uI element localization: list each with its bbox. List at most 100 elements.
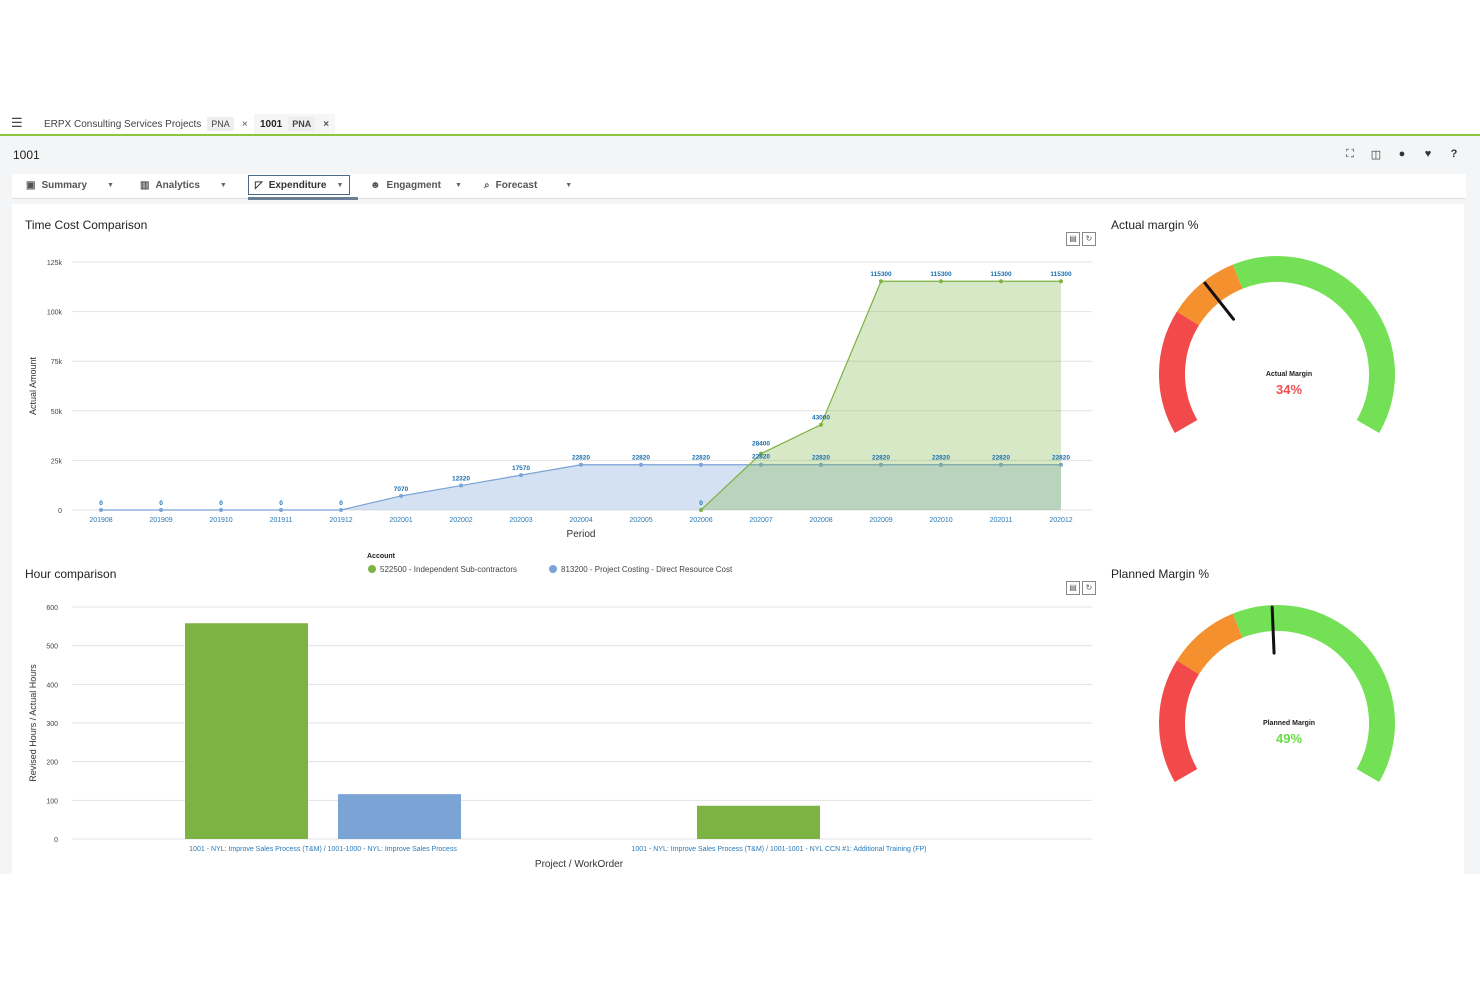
y-tick-label: 200	[46, 760, 58, 767]
refresh-icon[interactable]: ↻	[1082, 581, 1096, 595]
data-point	[399, 493, 403, 498]
data-label: 22820	[572, 455, 590, 462]
x-axis-label: Project / WorkOrder	[535, 859, 624, 869]
data-label: 28400	[752, 441, 770, 448]
menu-icon[interactable]: ☰	[11, 115, 23, 130]
tab-label: 1001	[260, 118, 283, 130]
data-point	[159, 508, 163, 512]
data-point	[699, 462, 703, 467]
table-view-icon[interactable]: ▤	[1066, 232, 1080, 246]
x-axis-label: Period	[567, 529, 596, 540]
x-tick-label: 201910	[209, 517, 232, 524]
bar-chart-icon: ▥	[140, 179, 150, 191]
data-point	[819, 422, 823, 427]
gauge-needle	[1270, 605, 1276, 655]
bar	[697, 805, 820, 839]
data-label: 22820	[872, 455, 890, 462]
x-tick-label: 1001 - NYL: Improve Sales Process (T&M) …	[189, 846, 457, 853]
summary-icon: ▣	[26, 179, 36, 191]
gauge-value: 49%	[1276, 731, 1302, 746]
close-icon[interactable]: ×	[323, 118, 330, 130]
people-icon: ☻	[370, 179, 381, 191]
data-label: 0	[279, 500, 283, 507]
series-area	[101, 464, 1061, 510]
nav-engagment[interactable]: ☻ Engagment ▼	[364, 174, 468, 196]
data-point	[1059, 462, 1063, 467]
gauge-band	[1159, 311, 1200, 433]
legend-title: Account	[367, 553, 396, 560]
tab-1001[interactable]: 1001 PNA ×	[254, 114, 336, 134]
module-nav: ▣ Summary ▼ ▥ Analytics ▼ ◸ Expenditure …	[12, 174, 1466, 200]
y-tick-label: 500	[46, 644, 58, 651]
data-label: 0	[219, 500, 223, 507]
data-label: 22820	[992, 455, 1010, 462]
planned-margin-title: Planned Margin %	[1111, 567, 1210, 581]
search-icon: ⌕	[484, 179, 490, 191]
y-tick-label: 600	[46, 605, 58, 612]
help-icon[interactable]: ?	[1450, 148, 1458, 160]
y-tick-label: 125k	[47, 260, 63, 267]
gauge-band	[1159, 660, 1200, 782]
data-label: 17570	[512, 465, 530, 472]
refresh-icon[interactable]: ↻	[1082, 232, 1096, 246]
bar	[338, 794, 461, 839]
fullscreen-icon[interactable]: ⛶	[1346, 148, 1354, 160]
y-axis-label: Actual Amount	[28, 356, 38, 415]
lightbulb-icon[interactable]: ●	[1398, 148, 1406, 160]
table-view-icon[interactable]: ▤	[1066, 581, 1080, 595]
nav-expenditure[interactable]: ◸ Expenditure ▼	[248, 175, 351, 195]
data-point	[279, 508, 283, 512]
hour-comparison-chart: 0 100 200 300 400 500 600 Revised Hours / Actua…	[28, 605, 1092, 869]
y-tick-label: 100	[46, 798, 58, 805]
gauge-band	[1176, 613, 1243, 675]
data-label: 115300	[930, 271, 952, 278]
data-point	[1059, 279, 1063, 284]
x-tick-label: 202005	[629, 517, 652, 524]
y-tick-label: 0	[54, 837, 58, 844]
y-tick-label: 400	[46, 682, 58, 689]
gauge-needle	[1203, 281, 1236, 321]
data-point	[699, 508, 703, 512]
data-label: 115300	[1050, 271, 1072, 278]
data-label: 7070	[394, 486, 409, 493]
x-tick-label: 202006	[689, 517, 712, 524]
x-tick-label: 202012	[1049, 517, 1072, 524]
series-area	[701, 281, 1061, 510]
hour-comparison-title: Hour comparison	[25, 567, 117, 581]
y-tick-label: 300	[46, 721, 58, 728]
chevron-down-icon: ▼	[336, 181, 344, 189]
nav-summary[interactable]: ▣ Summary ▼	[20, 174, 120, 196]
x-tick-label: 202002	[449, 517, 472, 524]
close-icon[interactable]: ×	[241, 118, 248, 130]
tab-projects[interactable]: ERPX Consulting Services Projects PNA ×	[38, 114, 254, 134]
data-point	[639, 462, 643, 467]
x-tick-label: 202007	[749, 517, 772, 524]
data-label: 115300	[990, 271, 1012, 278]
layout-icon[interactable]: ◫	[1370, 149, 1382, 161]
data-point	[939, 462, 943, 467]
data-point	[759, 462, 763, 467]
data-label: 22820	[812, 455, 830, 462]
x-tick-label: 202001	[389, 517, 412, 524]
actual-margin-title: Actual margin %	[1111, 218, 1199, 232]
legend-entry: 813200 - Project Costing - Direct Resour…	[561, 565, 733, 574]
legend-swatch	[368, 565, 376, 573]
data-point	[819, 462, 823, 467]
data-label: 22820	[1052, 455, 1070, 462]
data-point	[219, 508, 223, 512]
legend-swatch	[549, 565, 557, 573]
y-tick-label: 75k	[51, 359, 63, 366]
nav-analytics[interactable]: ▥ Analytics ▼	[134, 174, 233, 196]
nav-label: Engagment	[386, 179, 441, 191]
heart-icon[interactable]: ♥	[1424, 148, 1432, 160]
nav-forecast[interactable]: ⌕ Forecast ▼	[478, 174, 578, 196]
expenditure-icon: ◸	[255, 179, 263, 191]
time-cost-title: Time Cost Comparison	[25, 218, 148, 232]
gauge-label: Actual Margin	[1266, 371, 1312, 378]
gauge-band	[1176, 264, 1243, 326]
tab-bar: ☰ ERPX Consulting Services Projects PNA …	[0, 112, 1480, 136]
page-title: 1001	[13, 148, 40, 162]
x-tick-label: 1001 - NYL: Improve Sales Process (T&M) …	[631, 846, 926, 853]
data-label: 43000	[812, 415, 830, 422]
data-label: 0	[99, 500, 103, 507]
